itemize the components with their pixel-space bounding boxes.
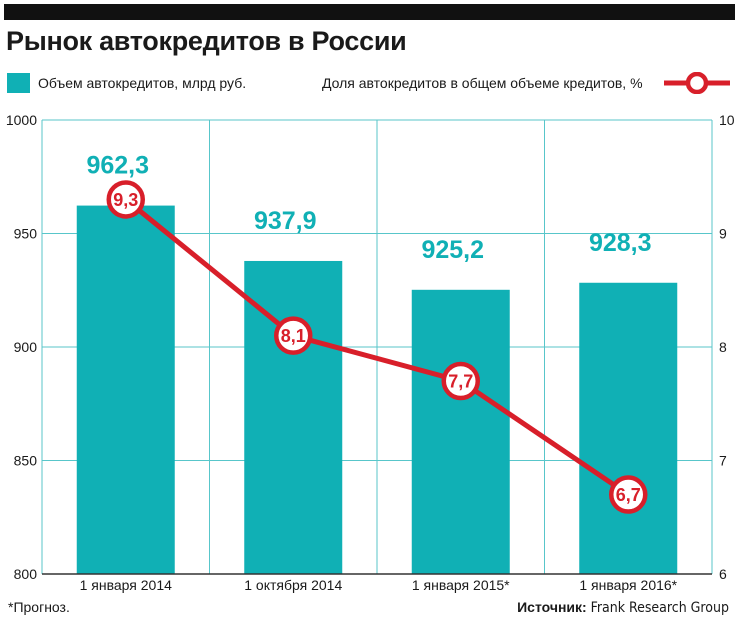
bar-value-label: 937,9 [254, 207, 317, 235]
bar [76, 205, 175, 574]
x-tick-label: 1 января 2015* [412, 577, 510, 593]
bar-value-label: 925,2 [421, 236, 484, 264]
x-tick-label: 1 октября 2014 [244, 577, 342, 593]
line-point-marker [274, 316, 313, 355]
y-right-tick-label: 6 [719, 566, 727, 582]
line-point-marker [106, 180, 145, 219]
line-point-label: 9,3 [113, 190, 138, 210]
bar [244, 260, 343, 574]
chart-title: Рынок автокредитов в России [6, 26, 407, 56]
y-right-tick-label: 7 [719, 453, 727, 469]
line-point-label: 7,7 [448, 372, 473, 392]
x-tick-label: 1 января 2014 [80, 577, 173, 593]
y-left-tick-label: 1000 [6, 112, 37, 128]
line-point-marker [441, 361, 480, 401]
y-right-tick-label: 9 [719, 226, 727, 242]
y-left-tick-label: 800 [14, 566, 38, 582]
line-point-marker [609, 475, 648, 514]
y-right-tick-label: 10 [719, 112, 735, 128]
y-left-tick-label: 950 [14, 226, 38, 242]
footnote: *Прогноз. [8, 599, 70, 615]
legend-line-label: Доля автокредитов в общем объеме кредито… [322, 75, 643, 91]
legend-bar-swatch [7, 73, 30, 93]
line-series [124, 197, 630, 497]
y-left-tick-label: 900 [14, 339, 38, 355]
header-bar [4, 4, 735, 20]
legend-line-marker-icon [664, 72, 730, 94]
bar [579, 282, 678, 574]
line-point-label: 8,1 [281, 326, 306, 346]
bar [411, 289, 510, 574]
bar-value-label: 928,3 [589, 229, 652, 257]
source-label: Источник: [517, 599, 587, 615]
x-tick-label: 1 января 2016* [579, 577, 677, 593]
line-point-label: 6,7 [616, 485, 641, 505]
y-left-tick-label: 850 [14, 453, 38, 469]
y-right-tick-label: 8 [719, 339, 727, 355]
source-credit: Источник: Frank Research Group [517, 599, 729, 616]
legend: Объем автокредитов, млрд руб. Доля авток… [0, 70, 739, 96]
chart-plot: 800 850 900 950 1000 6 7 8 9 10 962,3 1 января 2014… [6, 112, 735, 593]
legend-bar-label: Объем автокредитов, млрд руб. [38, 75, 247, 91]
source-name: Frank Research Group [590, 600, 729, 616]
bar-value-label: 962,3 [86, 152, 149, 180]
